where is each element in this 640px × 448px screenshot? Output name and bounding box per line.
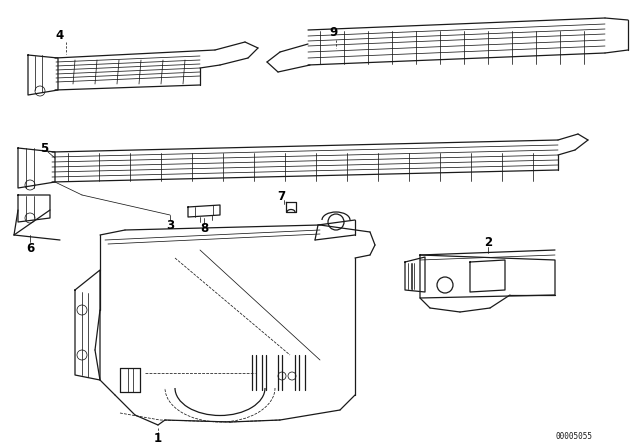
Text: 00005055: 00005055 (555, 431, 592, 440)
Text: 2: 2 (484, 236, 492, 249)
Text: 3: 3 (166, 219, 174, 232)
Text: 6: 6 (26, 241, 34, 254)
Text: 9: 9 (329, 26, 337, 39)
Text: 4: 4 (56, 29, 64, 42)
Text: 1: 1 (154, 431, 162, 444)
Text: 5: 5 (40, 142, 48, 155)
Text: 8: 8 (200, 221, 208, 234)
Text: 7: 7 (277, 190, 285, 202)
